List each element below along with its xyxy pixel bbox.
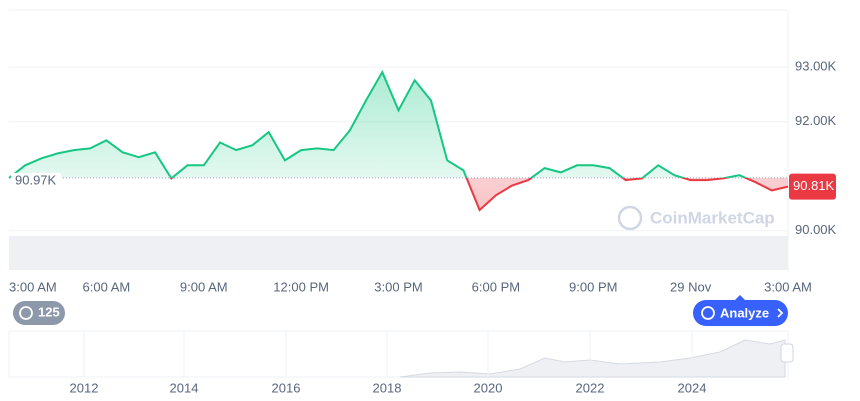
year-label: 2012 — [70, 380, 99, 395]
baseline-label: 90.97K — [15, 172, 57, 187]
y-tick-label: 93.00K — [795, 59, 837, 74]
year-label: 2020 — [474, 380, 503, 395]
navigator: 2012 2014 2016 2018 2020 2022 2024 — [8, 330, 794, 395]
analyze-label: Analyze — [720, 305, 769, 320]
x-tick-label: 12:00 PM — [273, 279, 329, 294]
x-tick-label: 6:00 PM — [472, 279, 520, 294]
year-label: 2018 — [373, 380, 402, 395]
y-tick-label: 92.00K — [795, 113, 837, 128]
last-price-label: 90.81K — [793, 178, 835, 193]
history-count: 125 — [38, 304, 60, 319]
analyze-button[interactable]: Analyze — [693, 295, 788, 326]
year-label: 2024 — [678, 380, 707, 395]
year-label: 2016 — [272, 380, 301, 395]
history-button[interactable]: 125 — [13, 301, 65, 325]
x-tick-label: 3:00 AM — [9, 279, 57, 294]
watermark-text: CoinMarketCap — [650, 208, 775, 227]
y-tick-label: 90.00K — [795, 222, 837, 237]
year-label: 2014 — [170, 380, 199, 395]
x-tick-label: 29 Nov — [670, 279, 712, 294]
area-up — [9, 72, 746, 178]
baseline-tag-bg — [11, 172, 61, 189]
watermark: CoinMarketCap — [617, 205, 775, 231]
price-line — [8, 69, 749, 178]
volume-area — [9, 236, 788, 270]
x-tick-label: 3:00 AM — [764, 279, 812, 294]
x-tick-label: 6:00 AM — [83, 279, 131, 294]
x-tick-label: 9:00 PM — [569, 279, 617, 294]
year-label: 2022 — [576, 380, 605, 395]
last-price-tag — [789, 173, 836, 200]
x-tick-label: 9:00 AM — [180, 279, 228, 294]
x-tick-label: 3:00 PM — [374, 279, 422, 294]
